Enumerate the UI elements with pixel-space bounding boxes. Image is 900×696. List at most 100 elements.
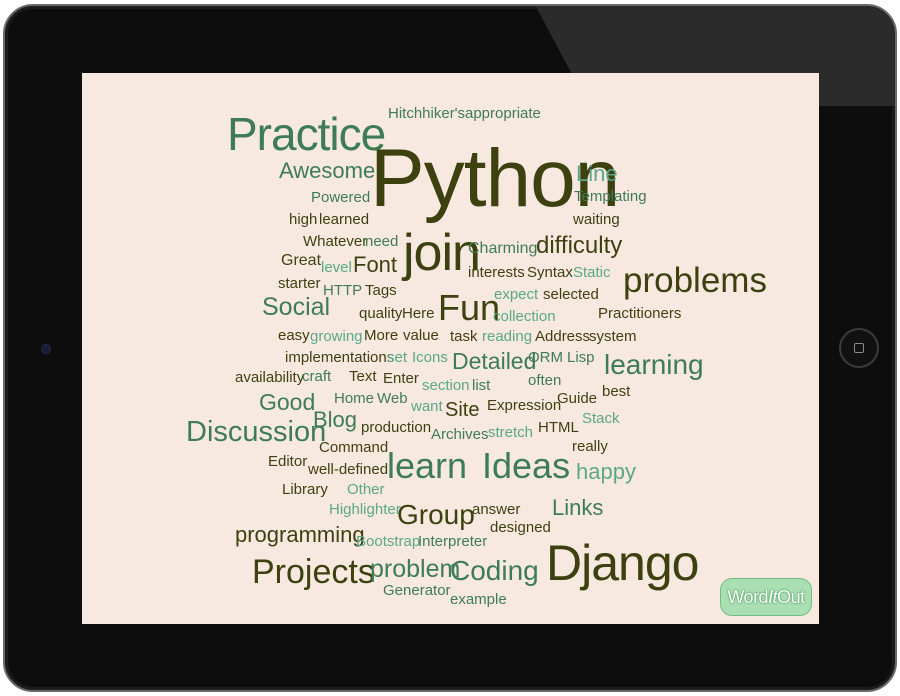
cloud-word: Projects — [252, 553, 375, 591]
cloud-word: Templating — [574, 188, 647, 205]
cloud-word: Command — [319, 439, 389, 456]
cloud-word: Python — [370, 133, 620, 224]
cloud-word: selected — [543, 286, 599, 303]
cloud-word: Whatever — [303, 233, 368, 250]
cloud-word: reading — [482, 328, 533, 345]
cloud-word: well-defined — [308, 461, 389, 478]
cloud-word: Web — [377, 390, 408, 407]
cloud-word: want — [411, 398, 443, 415]
cloud-word: Guide — [557, 390, 598, 407]
cloud-word: Line — [576, 161, 618, 186]
cloud-word: Awesome — [279, 158, 376, 183]
cloud-word: learned — [319, 211, 370, 228]
cloud-word: best — [602, 383, 631, 400]
cloud-word: difficulty — [536, 232, 623, 259]
cloud-word: list — [472, 377, 491, 394]
logo-part-word: Word — [727, 586, 769, 607]
cloud-word: Icons — [412, 349, 448, 366]
cloud-word: Social — [262, 293, 331, 321]
cloud-word: Django — [546, 535, 699, 591]
camera-icon — [41, 344, 51, 354]
cloud-word: easy — [278, 327, 310, 344]
cloud-word: stretch — [488, 424, 534, 441]
cloud-word: growing — [310, 328, 363, 345]
cloud-word: Archives — [431, 426, 489, 443]
cloud-word: Great — [281, 252, 322, 269]
cloud-word: interests — [468, 264, 525, 281]
cloud-word: Hitchhiker's — [388, 105, 466, 122]
cloud-word: Links — [552, 495, 604, 520]
cloud-word: expect — [494, 286, 539, 303]
cloud-word: designed — [490, 519, 551, 536]
cloud-word: Expression — [487, 397, 562, 414]
cloud-word: join — [403, 224, 481, 282]
home-square-icon — [854, 343, 864, 353]
cloud-word: Stack — [582, 410, 620, 427]
cloud-word: ORM — [528, 349, 563, 366]
cloud-word: Practitioners — [598, 305, 682, 322]
cloud-word: Interpreter — [418, 533, 488, 550]
cloud-word: Enter — [383, 370, 419, 387]
cloud-word: Blog — [313, 407, 358, 432]
cloud-word: Site — [445, 399, 480, 421]
cloud-word: craft — [302, 368, 332, 385]
word-cloud-screen: Hitchhiker's appropriate Practice Python Awe… — [82, 73, 819, 624]
cloud-word: Address — [535, 328, 591, 345]
cloud-word: Coding — [450, 555, 539, 586]
cloud-word: Good — [259, 389, 316, 415]
cloud-word: Tags — [365, 282, 397, 299]
cloud-word: problems — [623, 261, 767, 300]
cloud-word: Static — [573, 264, 611, 281]
cloud-word: HTTP — [323, 282, 363, 299]
cloud-word: need — [365, 233, 399, 250]
cloud-word: quality — [359, 305, 403, 322]
logo-part-it: It — [768, 586, 778, 607]
cloud-word: example — [450, 591, 507, 608]
cloud-word: Practice — [227, 108, 386, 160]
cloud-word: starter — [278, 275, 321, 292]
wordle-logo[interactable]: Word It Out — [720, 578, 812, 616]
cloud-word: learning — [604, 349, 704, 380]
cloud-word: Generator — [383, 582, 451, 599]
cloud-word: Font — [353, 252, 398, 277]
cloud-word: task — [450, 328, 478, 345]
cloud-word: high — [289, 211, 318, 228]
cloud-word: level — [321, 259, 352, 276]
home-button[interactable] — [839, 328, 879, 368]
cloud-word: Editor — [268, 453, 308, 470]
cloud-word: Other — [347, 481, 385, 498]
cloud-word: Fun — [438, 287, 501, 328]
cloud-word: learn — [387, 445, 468, 486]
cloud-word: Bootstrap — [356, 533, 421, 550]
cloud-word: answer — [472, 501, 521, 518]
cloud-word: production — [361, 419, 432, 436]
cloud-word: section — [422, 377, 470, 394]
cloud-word: system — [589, 328, 637, 345]
cloud-word: Powered — [311, 189, 371, 206]
cloud-word: collection — [493, 308, 556, 325]
cloud-word: problem — [370, 555, 461, 583]
cloud-word: Group — [397, 499, 475, 530]
logo-part-out: Out — [777, 586, 805, 607]
cloud-word: happy — [576, 459, 636, 484]
cloud-word: Ideas — [482, 445, 571, 486]
tablet-frame: Hitchhiker's appropriate Practice Python Awe… — [3, 4, 897, 692]
cloud-word: Charming — [468, 240, 538, 257]
cloud-word: Highlighter — [329, 501, 401, 518]
cloud-word: implementations — [285, 349, 395, 366]
cloud-word: Syntax — [527, 264, 573, 281]
cloud-word: really — [572, 438, 608, 455]
cloud-word: Here — [402, 305, 435, 322]
cloud-word: appropriate — [465, 105, 541, 122]
cloud-word: Lisp — [567, 349, 595, 366]
cloud-word: availability — [235, 369, 305, 386]
cloud-word: More — [364, 327, 399, 344]
cloud-word: Discussion — [186, 416, 327, 448]
cloud-word: waiting — [573, 211, 620, 228]
cloud-word: set — [387, 349, 408, 366]
cloud-word: Detailed — [452, 348, 537, 374]
cloud-word: often — [528, 372, 562, 389]
cloud-word: programming — [235, 522, 365, 547]
cloud-word: Home — [334, 390, 375, 407]
cloud-word: HTML — [538, 419, 579, 436]
